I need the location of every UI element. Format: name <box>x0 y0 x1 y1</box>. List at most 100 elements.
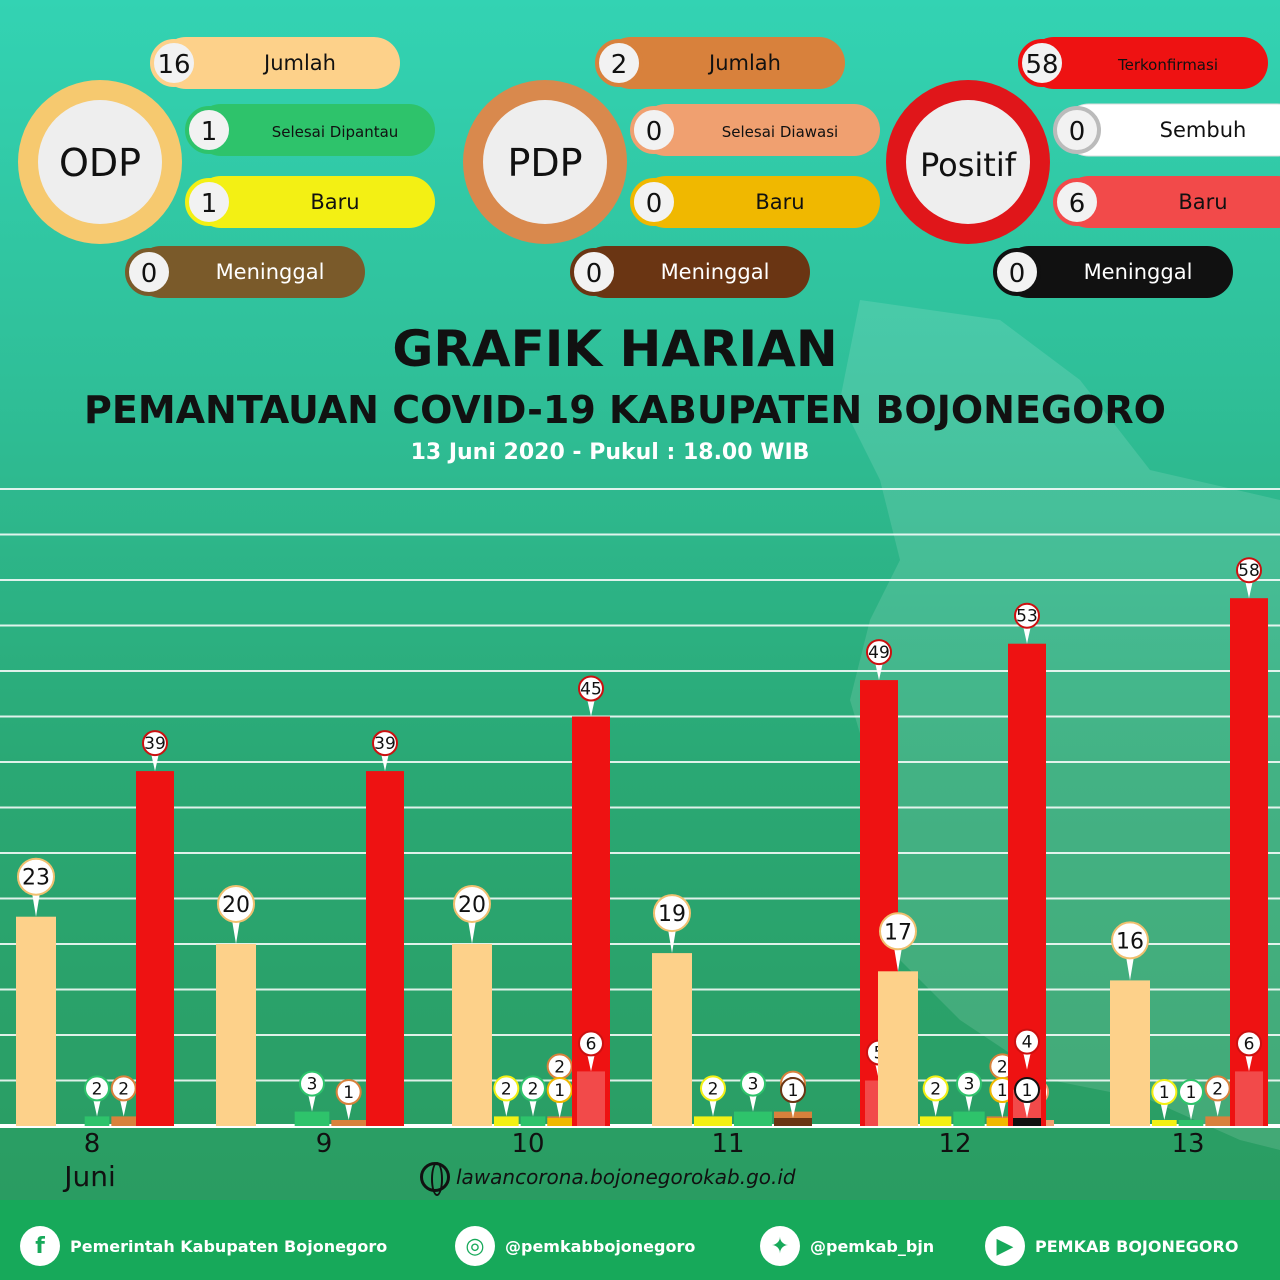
bar-positif-baru <box>577 1071 605 1126</box>
footer-youtube[interactable]: ▶ PEMKAB BOJONEGORO <box>985 1226 1238 1266</box>
website-link[interactable]: lawancorona.bojonegorokab.go.id <box>420 1162 796 1196</box>
value-marker <box>578 675 604 702</box>
value-marker <box>1236 1030 1262 1057</box>
bar-odp-baru <box>1152 1120 1177 1126</box>
value-label: 16 <box>1116 929 1144 954</box>
summary-row-2: 0 Baru <box>630 176 880 228</box>
summary-value: 0 <box>646 117 663 147</box>
summary-pill <box>160 37 400 89</box>
value-marker-pin <box>151 753 159 772</box>
value-marker-pin <box>232 920 240 944</box>
value-label: 6 <box>586 1034 597 1054</box>
summary-pill <box>1063 176 1280 228</box>
summary-badge <box>570 248 618 296</box>
value-label: 3 <box>307 1075 318 1095</box>
summary-value: 1 <box>201 189 218 219</box>
value-marker-pin <box>1245 1053 1253 1072</box>
value-marker <box>1204 1075 1231 1102</box>
summary-badge <box>993 248 1041 296</box>
x-tick-label: 9 <box>316 1129 333 1159</box>
summary-row-1: 0 Sembuh <box>1053 103 1280 157</box>
value-marker-pin <box>308 1093 316 1112</box>
value-marker-pin <box>587 698 595 717</box>
value-label: 1 <box>997 1081 1008 1101</box>
value-marker-pin <box>789 1100 797 1118</box>
bar-odp-jumlah <box>1110 980 1150 1126</box>
chart-gridlines <box>0 488 1280 1128</box>
summary-row-2: 6 Baru <box>1053 176 1280 228</box>
summary-pill <box>605 37 845 89</box>
footer-twitter[interactable]: ✦ @pemkab_bjn <box>760 1226 934 1266</box>
summary-value: 0 <box>141 259 158 289</box>
value-marker-pin <box>32 892 40 917</box>
bar-odp-baru <box>494 1116 519 1126</box>
value-marker <box>372 730 398 757</box>
bar-positif-terkonfirmasi <box>136 771 174 1126</box>
bar-positif-terkonfirmasi <box>366 771 404 1126</box>
summary-row-1: 0 Selesai Diawasi <box>630 104 880 156</box>
summary-item-label: Meninggal <box>216 260 325 284</box>
value-marker <box>1014 1028 1040 1055</box>
value-label: 6 <box>1244 1034 1255 1054</box>
youtube-icon: ▶ <box>985 1226 1025 1266</box>
value-marker <box>546 1077 573 1103</box>
value-label: 20 <box>458 893 486 918</box>
summary-badge <box>1018 39 1066 87</box>
bar-pdp-baru <box>986 1118 1018 1126</box>
value-marker <box>700 1075 726 1102</box>
summary-row-3: 0 Meninggal <box>570 246 810 298</box>
summary-pill <box>135 246 365 298</box>
summary-value: 0 <box>1009 259 1026 289</box>
bar-group-12: 17232115341 <box>878 602 1054 1126</box>
bar-odp-selesai-dipantau <box>734 1111 772 1126</box>
value-marker <box>780 1077 806 1103</box>
summary-pill <box>640 104 880 156</box>
chart-subtitle: PEMANTAUAN COVID-19 KABUPATEN BOJONEGORO <box>84 388 1166 432</box>
bar-odp-jumlah <box>452 944 492 1126</box>
value-label: 2 <box>708 1079 719 1099</box>
summary-pill <box>580 246 810 298</box>
summary-item-label: Meninggal <box>1084 260 1193 284</box>
summary-badge <box>630 106 678 154</box>
chart-bars: 2322392031139202221456192331149517232115… <box>16 557 1268 1126</box>
value-marker-pin <box>1023 625 1031 644</box>
map-silhouette <box>840 300 1280 1150</box>
value-marker-pin <box>93 1098 101 1117</box>
value-label: 39 <box>374 734 396 754</box>
bar-positif-meninggal <box>1013 1118 1041 1126</box>
summary-label: ODP <box>59 141 141 185</box>
summary-row-2: 1 Baru <box>185 176 435 228</box>
value-marker-pin <box>1187 1102 1195 1120</box>
value-marker <box>335 1079 362 1105</box>
value-marker-pin <box>931 1098 940 1117</box>
value-label: 3 <box>964 1075 975 1095</box>
value-marker-pin <box>749 1093 757 1112</box>
value-marker-pin <box>965 1093 973 1112</box>
summary-pill <box>1028 37 1268 89</box>
website-text: lawancorona.bojonegorokab.go.id <box>456 1165 796 1189</box>
summary-item-label: Baru <box>310 190 359 214</box>
value-label: 1 <box>554 1081 565 1101</box>
footer-facebook[interactable]: f Pemerintah Kabupaten Bojonegoro <box>20 1226 387 1266</box>
bar-pdp-jumlah <box>111 1116 136 1126</box>
footer-instagram[interactable]: ◎ @pemkabbojonegoro <box>455 1226 695 1266</box>
value-label: 17 <box>884 920 912 945</box>
bar-odp-jumlah <box>216 944 256 1126</box>
bar-odp-baru <box>694 1116 732 1126</box>
value-label: 19 <box>658 902 686 927</box>
value-marker <box>453 885 491 923</box>
value-marker <box>142 730 168 757</box>
summary-row-0: 16 Jumlah <box>150 37 400 89</box>
summary-badge <box>125 248 173 296</box>
value-marker-pin <box>381 753 389 772</box>
footer-instagram-text: @pemkabbojonegoro <box>505 1236 696 1256</box>
bar-odp-jumlah <box>16 916 56 1126</box>
value-marker <box>493 1075 520 1102</box>
value-marker <box>740 1070 766 1097</box>
summary-item-label: Terkonfirmasi <box>1117 56 1218 74</box>
summary-panels: ODP 16 Jumlah 1 Selesai Dipantau 1 Baru 0 Mening… <box>18 37 1280 298</box>
value-label: 2 <box>554 1057 565 1077</box>
x-tick-label: 12 <box>938 1129 971 1159</box>
summary-badge <box>185 178 233 226</box>
